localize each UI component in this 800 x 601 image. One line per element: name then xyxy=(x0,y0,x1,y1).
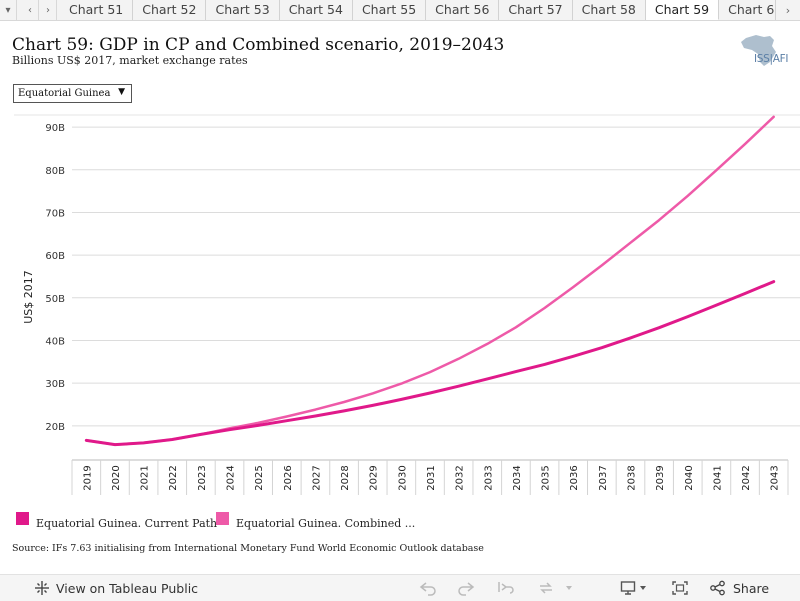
tab-chart-52[interactable]: Chart 52 xyxy=(133,0,207,20)
x-tick-label: 2042 xyxy=(741,465,752,490)
chevron-right-icon: › xyxy=(785,3,791,17)
country-filter-value: Equatorial Guinea xyxy=(18,88,111,99)
gdp-line-chart: US$ 2017 20B 30B 40B 50B 60B 70B 80B 90B 2019 2020… xyxy=(14,114,800,495)
x-tick-label: 2037 xyxy=(598,465,609,490)
tab-scroll-right-button[interactable]: › xyxy=(775,0,800,20)
x-tick-label: 2027 xyxy=(311,465,322,490)
x-tick-label: 2026 xyxy=(283,465,294,490)
fullscreen-button[interactable] xyxy=(671,575,689,601)
redo-button[interactable] xyxy=(456,575,476,601)
view-on-tableau-label: View on Tableau Public xyxy=(56,580,199,596)
tab-prev-button[interactable]: ‹ xyxy=(22,0,39,20)
share-label: Share xyxy=(733,580,770,596)
series-line-1[interactable] xyxy=(85,115,775,446)
y-tick-label: 40B xyxy=(45,336,65,347)
legend-label: Equatorial Guinea. Current Path xyxy=(36,517,218,530)
x-tick-label: 2024 xyxy=(226,465,237,490)
tab-chart-51[interactable]: Chart 51 xyxy=(60,0,134,20)
x-tick-label: 2035 xyxy=(541,465,552,490)
x-tick-label: 2038 xyxy=(626,465,637,490)
x-tick-label: 2033 xyxy=(483,465,494,490)
tab-scroll-left-button[interactable]: ▾ xyxy=(0,0,17,20)
chevron-down-icon: ▼ xyxy=(118,87,125,97)
revert-icon xyxy=(498,582,514,594)
x-tick-label: 2032 xyxy=(455,465,466,490)
country-filter-dropdown[interactable]: Equatorial Guinea ▼ xyxy=(13,84,132,103)
tab-chart-55[interactable]: Chart 55 xyxy=(352,0,427,20)
chevron-right-icon: › xyxy=(46,4,50,16)
x-tick-label: 2020 xyxy=(111,465,122,490)
undo-button[interactable] xyxy=(418,575,438,601)
y-tick-label: 80B xyxy=(45,166,65,177)
tab-bar: ▾ ‹ › Chart 51 Chart 52 Chart 53 Chart 54 Ch… xyxy=(0,0,800,21)
share-icon xyxy=(710,580,725,596)
tab-next-button[interactable]: › xyxy=(40,0,57,20)
tab-list: Chart 51 Chart 52 Chart 53 Chart 54 Chart 55… xyxy=(60,0,793,20)
tab-chart-60[interactable]: Chart 60 xyxy=(719,0,793,20)
legend-swatch xyxy=(216,512,229,525)
tab-chart-56[interactable]: Chart 56 xyxy=(426,0,500,20)
x-tick-label: 2023 xyxy=(197,465,208,490)
chevron-down-icon: ▾ xyxy=(5,4,11,16)
download-button[interactable] xyxy=(620,575,650,601)
x-tick-label: 2039 xyxy=(655,465,666,490)
x-tick-label: 2030 xyxy=(397,465,408,490)
x-tick-label: 2036 xyxy=(569,465,580,490)
refresh-options-button[interactable] xyxy=(564,575,574,601)
revert-button[interactable] xyxy=(496,575,516,601)
tab-chart-57[interactable]: Chart 57 xyxy=(499,0,573,20)
y-tick-label: 90B xyxy=(45,123,65,134)
x-tick-label: 2031 xyxy=(426,465,437,490)
y-tick-label: 30B xyxy=(45,379,65,390)
redo-icon xyxy=(458,582,475,596)
x-tick-label: 2019 xyxy=(82,465,93,490)
x-tick-label: 2028 xyxy=(340,465,351,490)
x-tick-label: 2040 xyxy=(684,465,695,490)
fullscreen-icon xyxy=(672,581,688,595)
share-button[interactable]: Share xyxy=(709,575,769,601)
y-axis-label: US$ 2017 xyxy=(22,270,35,324)
source-note: Source: IFs 7.63 initialising from Inter… xyxy=(12,543,484,554)
page-title: Chart 59: GDP in CP and Combined scenari… xyxy=(12,35,505,55)
legend-swatch xyxy=(16,512,29,525)
y-tick-label: 20B xyxy=(45,422,65,433)
tab-chart-58[interactable]: Chart 58 xyxy=(572,0,646,20)
tableau-toolbar: View on Tableau Public xyxy=(0,574,800,601)
tableau-logo-icon xyxy=(35,581,49,595)
y-tick-label: 70B xyxy=(45,208,65,219)
x-tick-label: 2021 xyxy=(140,465,151,490)
download-icon xyxy=(620,581,646,595)
x-tick-label: 2029 xyxy=(369,465,380,490)
chevron-left-icon: ‹ xyxy=(28,4,32,16)
tab-chart-53[interactable]: Chart 53 xyxy=(206,0,280,20)
refresh-button[interactable] xyxy=(536,575,556,601)
undo-icon xyxy=(419,582,436,596)
logo-text: ISS|AFI xyxy=(754,53,789,65)
y-tick-label: 50B xyxy=(45,294,65,305)
tab-chart-54[interactable]: Chart 54 xyxy=(279,0,353,20)
x-tick-label: 2022 xyxy=(168,465,179,490)
tab-chart-59[interactable]: Chart 59 xyxy=(645,0,720,20)
x-tick-label: 2043 xyxy=(770,465,781,490)
africa-logo-icon xyxy=(741,35,776,66)
y-tick-label: 60B xyxy=(45,251,65,262)
page-subtitle: Billions US$ 2017, market exchange rates xyxy=(12,54,248,67)
series-line-0[interactable] xyxy=(84,280,776,447)
x-tick-label: 2041 xyxy=(712,465,723,490)
chevron-down-icon xyxy=(566,586,572,590)
x-tick-label: 2025 xyxy=(254,465,265,490)
view-on-tableau-public-link[interactable]: View on Tableau Public xyxy=(34,575,198,601)
refresh-icon xyxy=(540,582,552,594)
x-tick-label: 2034 xyxy=(512,465,523,490)
legend-label: Equatorial Guinea. Combined ... xyxy=(236,517,416,530)
